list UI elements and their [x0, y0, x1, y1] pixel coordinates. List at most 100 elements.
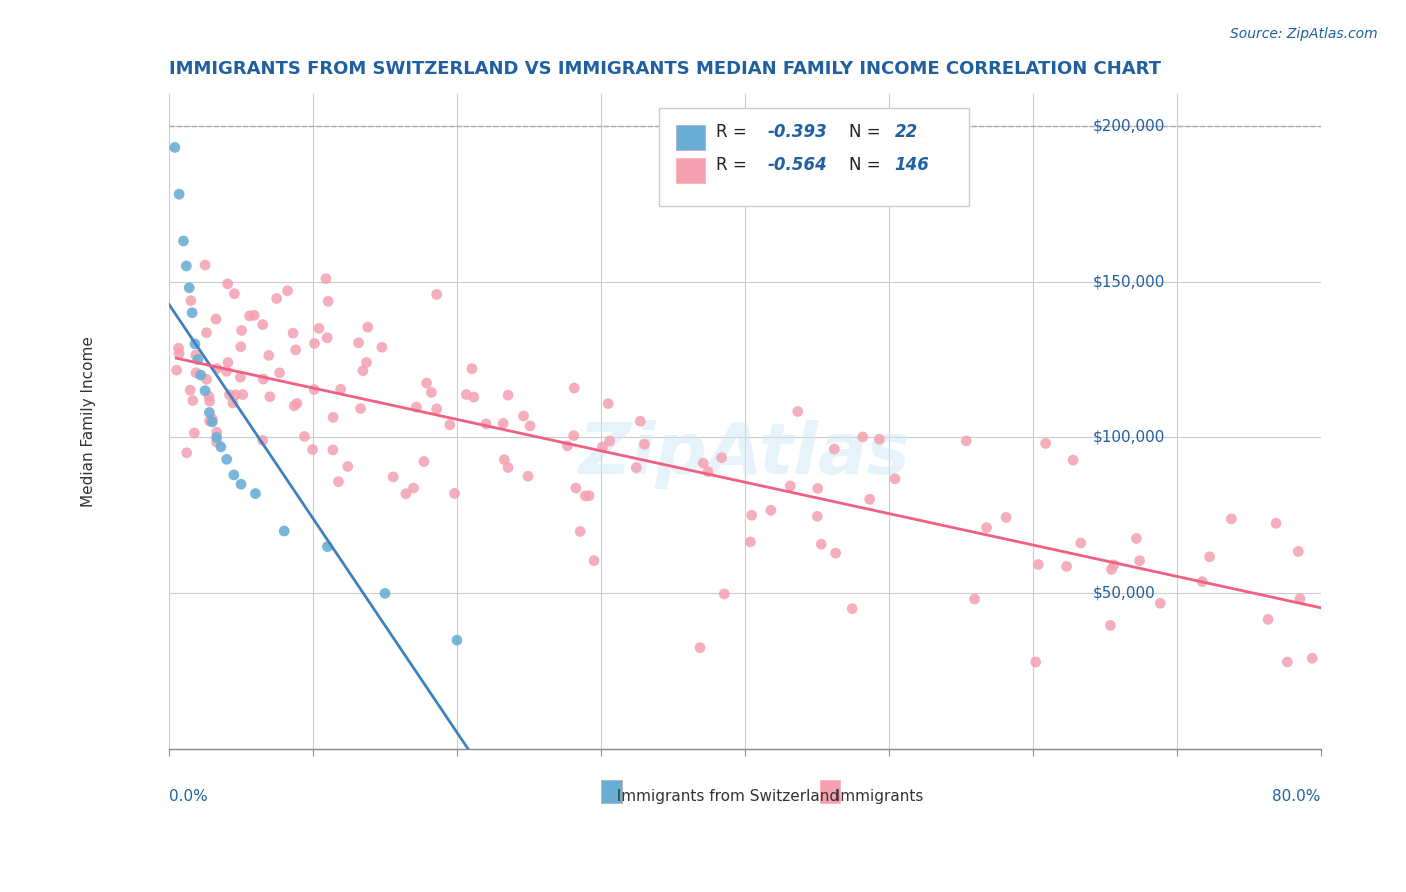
FancyBboxPatch shape: [820, 780, 841, 803]
Point: [269, 366, 291, 380]
Point: [349, 401, 371, 416]
Point: [562, 428, 585, 442]
Point: [273, 524, 295, 538]
Point: [1025, 655, 1047, 669]
Text: ZipAtlas: ZipAtlas: [579, 420, 911, 489]
Point: [217, 277, 239, 291]
Point: [599, 434, 621, 448]
Point: [1099, 618, 1122, 632]
Point: [1277, 655, 1299, 669]
Point: [995, 510, 1018, 524]
Point: [316, 331, 339, 345]
Point: [591, 440, 613, 454]
Point: [1035, 436, 1057, 450]
Point: [205, 430, 228, 444]
Point: [512, 409, 534, 423]
Point: [1056, 559, 1078, 574]
Point: [710, 450, 733, 465]
Text: IMMIGRANTS FROM SWITZERLAND VS IMMIGRANTS MEDIAN FAMILY INCOME CORRELATION CHART: IMMIGRANTS FROM SWITZERLAND VS IMMIGRANT…: [169, 60, 1161, 78]
Point: [239, 309, 262, 323]
Point: [578, 489, 600, 503]
FancyBboxPatch shape: [658, 108, 970, 206]
Point: [456, 387, 478, 401]
Point: [1220, 512, 1243, 526]
Point: [859, 492, 882, 507]
Text: Immigrants: Immigrants: [825, 789, 922, 804]
Point: [284, 343, 307, 357]
Point: [229, 477, 252, 491]
Point: [222, 396, 245, 410]
Point: [868, 432, 890, 446]
Point: [176, 446, 198, 460]
Point: [166, 363, 188, 377]
Point: [976, 521, 998, 535]
Point: [955, 434, 977, 448]
Text: Median Family Income: Median Family Income: [82, 336, 96, 508]
Point: [252, 372, 274, 386]
Point: [633, 437, 655, 451]
Point: [187, 352, 209, 367]
Point: [628, 414, 651, 428]
Text: Source: ZipAtlas.com: Source: ZipAtlas.com: [1230, 27, 1378, 41]
Point: [190, 368, 212, 383]
Point: [198, 389, 221, 403]
Point: [810, 537, 832, 551]
Point: [582, 554, 605, 568]
Point: [824, 546, 846, 560]
Point: [565, 481, 588, 495]
Point: [167, 187, 190, 202]
Text: 146: 146: [894, 156, 929, 174]
Point: [786, 404, 808, 418]
Point: [205, 361, 228, 376]
Point: [697, 465, 720, 479]
Point: [198, 394, 221, 409]
Point: [301, 442, 323, 457]
Point: [741, 508, 763, 523]
Point: [415, 376, 437, 390]
Point: [405, 400, 427, 414]
FancyBboxPatch shape: [600, 780, 621, 803]
Point: [779, 479, 801, 493]
Point: [229, 340, 252, 354]
Point: [172, 234, 194, 248]
Point: [569, 524, 592, 539]
Text: N =: N =: [849, 123, 886, 142]
Point: [426, 287, 449, 301]
Point: [222, 467, 245, 482]
Text: R =: R =: [716, 156, 752, 174]
Point: [281, 326, 304, 340]
Point: [252, 318, 274, 332]
Point: [195, 372, 218, 386]
Point: [461, 361, 484, 376]
Point: [194, 384, 217, 398]
Point: [519, 418, 541, 433]
Text: $200,000: $200,000: [1092, 118, 1166, 133]
Point: [266, 292, 288, 306]
Point: [841, 601, 863, 615]
Point: [562, 381, 585, 395]
Point: [557, 439, 579, 453]
Point: [475, 417, 498, 431]
Point: [229, 370, 252, 384]
Point: [443, 486, 465, 500]
Point: [209, 440, 232, 454]
Point: [963, 592, 986, 607]
Point: [352, 364, 374, 378]
Point: [243, 308, 266, 322]
Point: [356, 355, 378, 369]
Point: [167, 346, 190, 360]
Point: [336, 459, 359, 474]
Point: [315, 271, 337, 285]
Text: 22: 22: [894, 123, 918, 142]
Point: [598, 396, 620, 410]
Point: [181, 306, 204, 320]
Point: [217, 355, 239, 369]
Point: [316, 540, 339, 554]
Point: [232, 387, 254, 401]
Point: [224, 286, 246, 301]
Point: [496, 388, 519, 402]
Text: -0.393: -0.393: [768, 123, 828, 142]
Point: [225, 388, 247, 402]
Point: [626, 460, 648, 475]
Text: N =: N =: [849, 156, 886, 174]
